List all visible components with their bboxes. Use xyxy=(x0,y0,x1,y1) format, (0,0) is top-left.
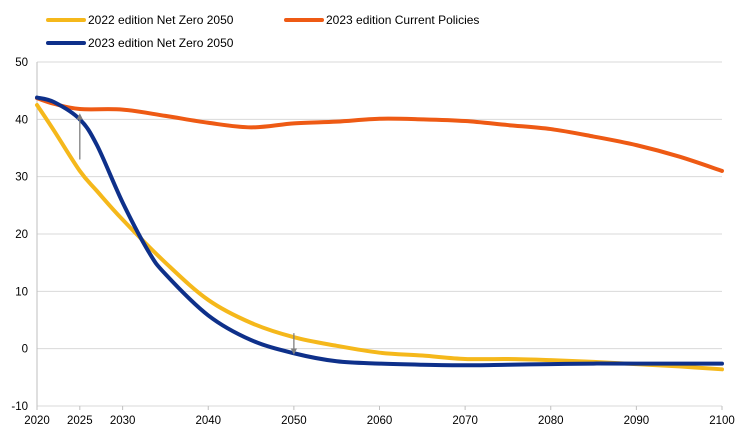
y-tick-label: 10 xyxy=(15,286,28,298)
x-tick-label: 2030 xyxy=(110,415,136,427)
legend-label: 2023 edition Net Zero 2050 xyxy=(88,36,234,50)
x-tick-label: 2020 xyxy=(24,415,50,427)
legend: 2022 edition Net Zero 2050 2023 edition C… xyxy=(46,13,479,50)
annotation-layer xyxy=(76,113,298,355)
x-tick-label: 2070 xyxy=(452,415,478,427)
y-tick-label: 50 xyxy=(15,57,28,69)
x-tick-label: 2080 xyxy=(538,415,564,427)
legend-item: 2022 edition Net Zero 2050 xyxy=(46,13,234,27)
legend-label: 2023 edition Current Policies xyxy=(326,13,479,27)
y-tick-label: -10 xyxy=(11,401,28,413)
x-tick-label: 2025 xyxy=(67,415,93,427)
x-tick-label: 2060 xyxy=(367,415,393,427)
series-line-2023-net-zero xyxy=(35,95,724,368)
series-layer xyxy=(35,95,724,372)
legend-item: 2023 edition Current Policies xyxy=(284,13,479,27)
y-tick-label: 20 xyxy=(15,229,28,241)
x-tick-label: 2090 xyxy=(624,415,650,427)
y-tick-label: 30 xyxy=(15,172,28,184)
x-tick-label: 2040 xyxy=(195,415,221,427)
legend-item: 2023 edition Net Zero 2050 xyxy=(46,36,234,50)
series-line-2023-current-policies xyxy=(35,96,724,173)
x-tick-label: 2050 xyxy=(281,415,307,427)
y-tick-label: 40 xyxy=(15,114,28,126)
legend-label: 2022 edition Net Zero 2050 xyxy=(88,13,234,27)
y-tick-label: 0 xyxy=(22,344,28,356)
x-tick-label: 2100 xyxy=(709,415,735,427)
